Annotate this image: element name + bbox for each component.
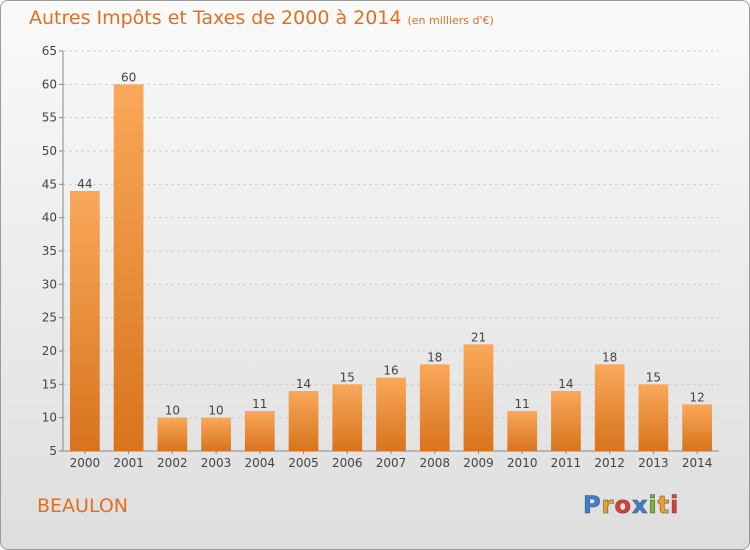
bar-value-label: 21 (471, 330, 486, 344)
bar-value-label: 12 (689, 390, 704, 404)
x-tick-label: 2013 (638, 456, 669, 470)
logo-letter: o (614, 491, 632, 520)
x-tick-label: 2006 (332, 456, 363, 470)
bar (507, 411, 538, 451)
bar-value-label: 15 (340, 370, 355, 384)
y-tick-label: 35 (42, 244, 57, 258)
x-tick-label: 2000 (70, 456, 101, 470)
bar (551, 391, 581, 451)
proxiti-logo: Proxiti (583, 491, 680, 520)
bar (244, 411, 275, 451)
x-tick-label: 2003 (201, 456, 232, 470)
bar-value-label: 11 (515, 397, 530, 411)
y-tick-label: 65 (42, 44, 57, 58)
x-tick-label: 2002 (157, 456, 188, 470)
bar (69, 191, 100, 451)
logo-letter: P (583, 491, 602, 520)
bar (463, 344, 494, 451)
x-tick-label: 2005 (288, 456, 319, 470)
bar-value-label: 10 (208, 404, 223, 418)
logo-letter: r (601, 491, 615, 520)
bar (376, 377, 406, 451)
logo-letter: i (670, 491, 680, 520)
y-tick-label: 45 (42, 177, 57, 191)
bar-value-label: 16 (383, 364, 398, 378)
x-tick-label: 2014 (682, 456, 713, 470)
bar-value-label: 10 (165, 404, 180, 418)
bar (113, 84, 144, 451)
x-tick-label: 2001 (113, 456, 144, 470)
bar-value-label: 14 (296, 377, 311, 391)
y-tick-label: 5 (49, 444, 57, 458)
bar (638, 384, 669, 451)
y-tick-label: 50 (42, 144, 57, 158)
bar (332, 384, 363, 451)
x-tick-label: 2008 (419, 456, 450, 470)
bar-value-label: 60 (121, 70, 136, 84)
y-tick-label: 20 (42, 344, 57, 358)
x-tick-label: 2009 (463, 456, 494, 470)
logo-letter: t (657, 491, 671, 520)
logo-letter: i (648, 491, 658, 520)
y-tick-label: 60 (42, 77, 57, 91)
y-tick-label: 30 (42, 277, 57, 291)
y-tick-label: 25 (42, 311, 57, 325)
bar-value-label: 44 (77, 177, 92, 191)
logo-letter: x (631, 491, 649, 520)
bar-value-label: 15 (646, 370, 661, 384)
chart-subtitle: (en milliers d'€) (407, 14, 494, 27)
y-tick-label: 10 (42, 411, 57, 425)
y-tick-label: 40 (42, 211, 57, 225)
x-tick-label: 2004 (245, 456, 276, 470)
bar (157, 417, 188, 451)
x-tick-label: 2011 (551, 456, 582, 470)
chart-title: Autres Impôts et Taxes de 2000 à 2014 (en… (29, 7, 494, 29)
bar (201, 417, 231, 451)
x-tick-label: 2012 (594, 456, 625, 470)
x-tick-label: 2010 (507, 456, 538, 470)
bar (288, 391, 319, 451)
y-tick-label: 55 (42, 111, 57, 125)
x-tick-label: 2007 (376, 456, 407, 470)
y-tick-label: 15 (42, 377, 57, 391)
bar (419, 364, 450, 451)
bar-value-label: 14 (558, 377, 573, 391)
bar-value-label: 18 (427, 350, 442, 364)
bar (594, 364, 625, 451)
bar-value-label: 18 (602, 350, 617, 364)
bar (682, 404, 713, 451)
bar-value-label: 11 (252, 397, 267, 411)
commune-name: BEAULON (37, 495, 129, 517)
